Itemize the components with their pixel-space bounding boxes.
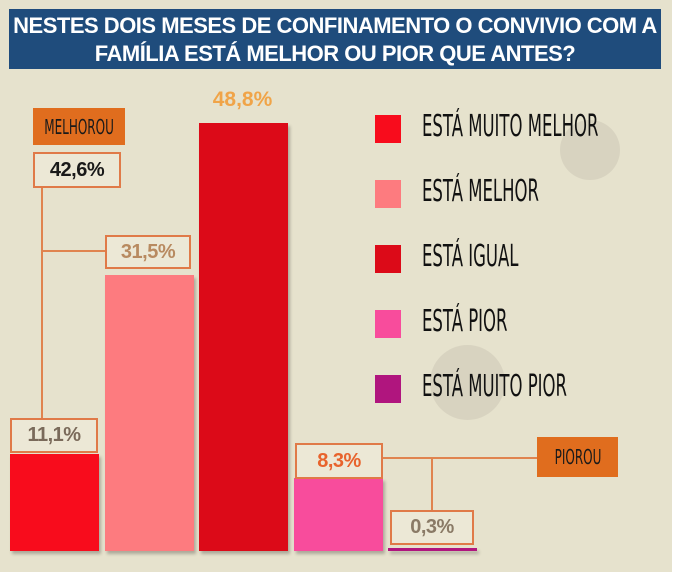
group-label-piorou: PIOROU [537,437,618,477]
data-label: 48,8% [212,88,273,111]
group-total-melhorou: 42,6% [33,152,121,188]
legend-swatch [375,115,401,143]
virus-decoration-icon [430,345,505,420]
virus-decoration-icon [560,120,620,180]
bar-5 [388,548,477,551]
legend-swatch [375,375,401,403]
data-label: 11,1% [10,418,98,453]
bar-2 [104,274,194,551]
connector-line [383,457,537,459]
legend-swatch [375,180,401,208]
legend-label: ESTÁ PIOR [422,304,508,339]
chart-title: NESTES DOIS MESES DE CONFINAMENTO O CONV… [9,9,661,69]
data-label: 8,3% [295,443,383,479]
data-label: 0,3% [390,510,474,545]
connector-line [41,250,105,252]
legend-label: ESTÁ MELHOR [422,174,539,209]
bar-4 [293,478,383,551]
bar-3 [199,123,288,551]
group-label-melhorou: MELHOROU [33,108,125,145]
bar-1 [10,453,99,551]
legend-label: ESTÁ MUITO MELHOR [422,109,599,144]
legend-swatch [375,310,401,338]
data-label: 31,5% [105,235,191,269]
legend-swatch [375,245,401,273]
legend-label: ESTÁ IGUAL [422,239,519,274]
connector-line [41,188,43,418]
infographic: NESTES DOIS MESES DE CONFINAMENTO O CONV… [0,0,672,572]
legend-label: ESTÁ MUITO PIOR [422,369,567,404]
connector-line [431,457,433,510]
